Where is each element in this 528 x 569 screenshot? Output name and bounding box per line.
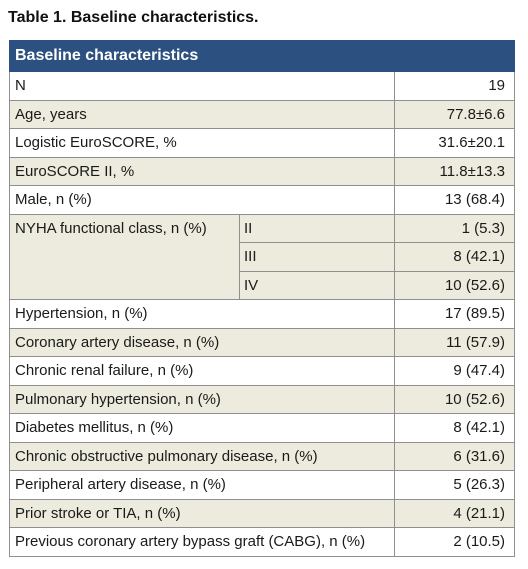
row-label: Age, years (9, 99, 395, 129)
table-row: Logistic EuroSCORE, % 31.6±20.1 (9, 128, 516, 158)
nyha-class: II (239, 213, 395, 243)
table-row: Peripheral artery disease, n (%) 5 (26.3… (9, 470, 516, 500)
nyha-class: III (239, 242, 395, 272)
row-label: Coronary artery disease, n (%) (9, 327, 395, 357)
row-value: 5 (26.3) (393, 470, 516, 500)
row-value: 11.8±13.3 (393, 156, 516, 186)
row-value: 77.8±6.6 (393, 99, 516, 129)
row-value: 4 (21.1) (393, 498, 516, 528)
row-label: Male, n (%) (9, 185, 395, 215)
table-row: Hypertension, n (%) 17 (89.5) (9, 299, 516, 329)
row-value: 8 (42.1) (393, 413, 516, 443)
row-value: 31.6±20.1 (393, 128, 516, 158)
row-value: 19 (393, 71, 516, 101)
row-value: 17 (89.5) (393, 299, 516, 329)
table-row: Male, n (%) 13 (68.4) (9, 185, 516, 215)
table-row-nyha: III 8 (42.1) (10, 242, 516, 272)
row-value: 13 (68.4) (393, 185, 516, 215)
row-value: 2 (10.5) (393, 527, 516, 557)
table-caption: Table 1. Baseline characteristics. (8, 9, 259, 26)
nyha-value: 1 (5.3) (393, 213, 516, 243)
row-label: Hypertension, n (%) (9, 299, 395, 329)
table-row: Coronary artery disease, n (%) 11 (57.9) (9, 327, 516, 357)
table-row: Pulmonary hypertension, n (%) 10 (52.6) (9, 384, 516, 414)
table-row: Diabetes mellitus, n (%) 8 (42.1) (9, 413, 516, 443)
row-label: Peripheral artery disease, n (%) (9, 470, 395, 500)
table-row-nyha: NYHA functional class, n (%) II 1 (5.3) (9, 213, 516, 300)
row-label: Previous coronary artery bypass graft (C… (9, 527, 395, 557)
row-value: 11 (57.9) (393, 327, 516, 357)
row-label: Prior stroke or TIA, n (%) (9, 498, 395, 528)
row-label: Chronic renal failure, n (%) (9, 356, 395, 386)
table-row: Prior stroke or TIA, n (%) 4 (21.1) (9, 498, 516, 528)
row-label: Logistic EuroSCORE, % (9, 128, 395, 158)
nyha-label: NYHA functional class, n (%) (9, 213, 240, 300)
nyha-value: 10 (52.6) (393, 270, 516, 300)
nyha-value: 8 (42.1) (393, 242, 516, 272)
baseline-table: Baseline characteristics N 19 Age, years… (8, 40, 516, 557)
row-value: 9 (47.4) (393, 356, 516, 386)
row-label: Chronic obstructive pulmonary disease, n… (9, 441, 395, 471)
row-value: 10 (52.6) (393, 384, 516, 414)
table-row: Chronic renal failure, n (%) 9 (47.4) (9, 356, 516, 386)
nyha-class: IV (239, 270, 395, 300)
row-value: 6 (31.6) (393, 441, 516, 471)
row-label: Pulmonary hypertension, n (%) (9, 384, 395, 414)
table-row: Previous coronary artery bypass graft (C… (9, 527, 516, 557)
table-row: N 19 (9, 71, 516, 101)
row-label: Diabetes mellitus, n (%) (9, 413, 395, 443)
row-label: EuroSCORE II, % (9, 156, 395, 186)
table-row: Age, years 77.8±6.6 (9, 99, 516, 129)
row-label: N (9, 71, 395, 101)
table-row: Chronic obstructive pulmonary disease, n… (9, 441, 516, 471)
table-header: Baseline characteristics (8, 40, 516, 72)
table-row: EuroSCORE II, % 11.8±13.3 (9, 156, 516, 186)
